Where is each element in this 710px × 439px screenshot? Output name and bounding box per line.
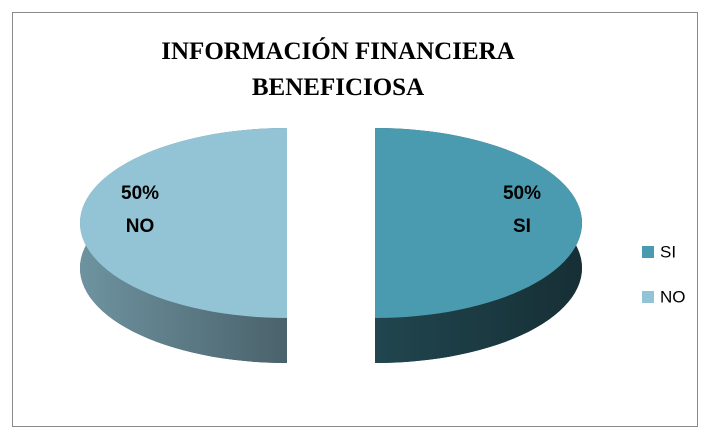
data-label-category: NO — [126, 216, 155, 237]
chart-title: INFORMACIÓN FINANCIERA BENEFICIOSA — [161, 38, 515, 101]
legend-swatch — [642, 246, 654, 258]
slice-top — [375, 128, 582, 318]
slice-top — [80, 128, 287, 318]
legend-label: NO — [660, 287, 686, 306]
legend-swatch — [642, 291, 654, 303]
data-label-category: SI — [513, 216, 531, 237]
data-label: 50% — [503, 183, 541, 204]
legend-label: SI — [660, 242, 676, 261]
data-label: 50% — [121, 183, 159, 204]
pie-slice — [375, 128, 582, 363]
pie-slice — [80, 128, 287, 363]
